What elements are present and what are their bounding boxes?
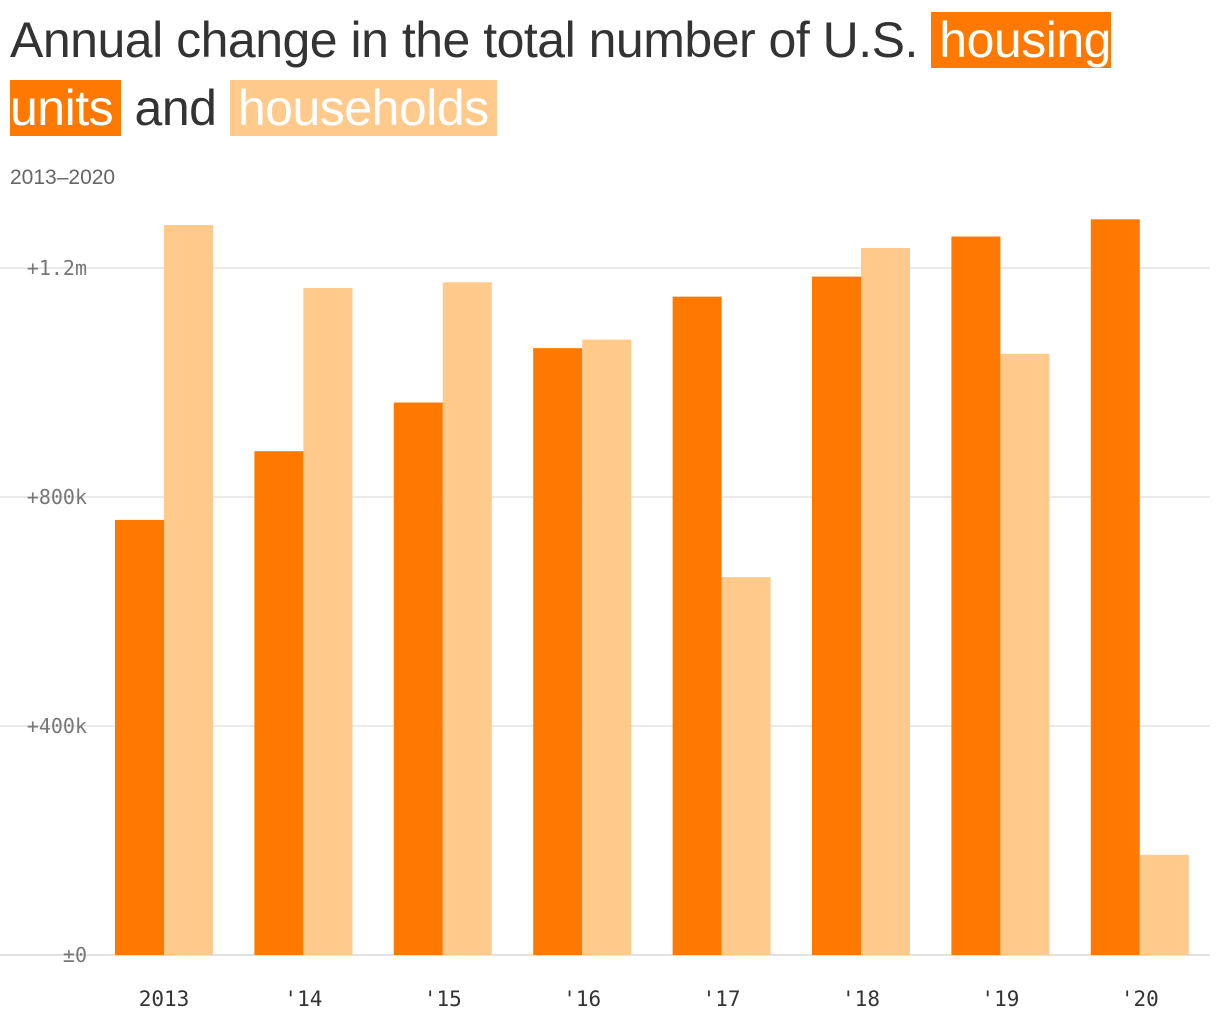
bar-housing-units <box>254 451 304 955</box>
chart-subtitle: 2013–2020 <box>10 166 116 189</box>
y-tick-label: ±0 <box>63 943 87 967</box>
bar-housing-units <box>951 236 1001 955</box>
bar-households <box>442 282 492 955</box>
title-prefix: Annual change in the total number of U.S… <box>10 12 918 68</box>
bar-housing-units <box>115 519 164 955</box>
x-tick-label: '16 <box>563 987 601 1011</box>
chart-title: Annual change in the total number of U.S… <box>10 6 1210 142</box>
bar-households <box>1139 854 1189 955</box>
bar-households <box>164 225 213 955</box>
x-tick-label: 2013 <box>139 987 190 1011</box>
x-tick-label: '15 <box>424 987 462 1011</box>
x-tick-label: '19 <box>981 987 1019 1011</box>
title-connector: and <box>134 80 217 136</box>
x-tick-label: '17 <box>703 987 741 1011</box>
bar-households <box>861 247 910 955</box>
bar-housing-units <box>533 348 583 955</box>
y-tick-label: +800k <box>27 485 87 509</box>
bar-housing-units <box>672 296 722 955</box>
y-tick-label: +1.2m <box>27 256 87 280</box>
y-tick-label: +400k <box>27 714 87 738</box>
bar-households <box>582 339 632 955</box>
bar-households <box>721 577 771 955</box>
bar-housing-units <box>393 402 443 956</box>
bar-households <box>303 288 353 956</box>
x-tick-label: '14 <box>284 987 322 1011</box>
x-tick-label: '20 <box>1121 987 1159 1011</box>
bar-housing-units <box>812 276 861 955</box>
bar-households <box>1000 353 1050 955</box>
x-tick-label: '18 <box>842 987 880 1011</box>
legend-households: households <box>229 80 497 136</box>
bar-housing-units <box>1090 219 1140 955</box>
